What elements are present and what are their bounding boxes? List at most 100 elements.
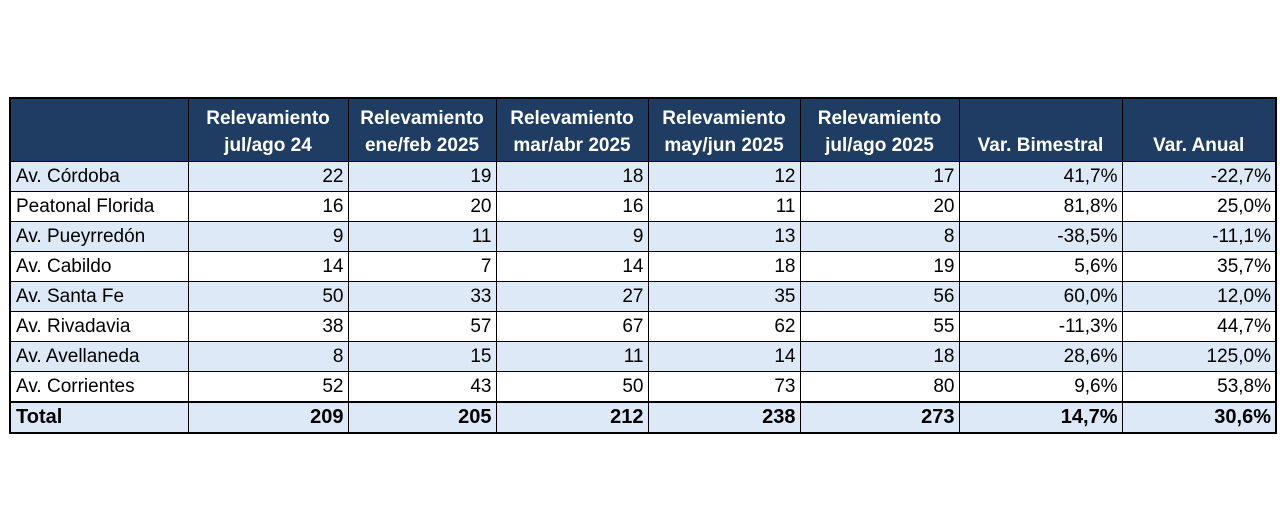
table-row: Av. Pueyrredón 9 11 9 13 8 -38,5% -11,1% — [10, 221, 1277, 252]
row-label: Av. Córdoba — [10, 161, 189, 192]
table-cell: 52 — [188, 371, 349, 403]
table-cell: 18 — [648, 251, 801, 282]
table-row: Av. Rivadavia 38 57 67 62 55 -11,3% 44,7… — [10, 311, 1277, 342]
header-line-2: mar/abr 2025 — [513, 135, 631, 156]
table-row: Peatonal Florida 16 20 16 11 20 81,8% 25… — [10, 191, 1277, 222]
table-cell: 8 — [800, 221, 960, 252]
table-row: Av. Cabildo 14 7 14 18 19 5,6% 35,7% — [10, 251, 1277, 282]
header-line-1: Relevamiento — [206, 108, 330, 129]
table-cell: 50 — [496, 371, 649, 403]
table-cell: -11,1% — [1122, 221, 1277, 252]
header-line-2: Var. Bimestral — [977, 135, 1104, 156]
header-line-2: Var. Anual — [1153, 135, 1245, 156]
header-cell-var-bimestral: Var. Bimestral — [959, 98, 1123, 162]
data-table-container: Relevamiento jul/ago 24 Relevamiento ene… — [9, 97, 1277, 434]
table-cell: 67 — [496, 311, 649, 342]
table-cell: 27 — [496, 281, 649, 312]
header-cell-ene-feb-2025: Relevamiento ene/feb 2025 — [348, 98, 497, 162]
table-cell: 38 — [188, 311, 349, 342]
header-line-2: ene/feb 2025 — [364, 135, 480, 156]
table-cell: 20 — [348, 191, 497, 222]
table-cell: 62 — [648, 311, 801, 342]
total-cell: 209 — [188, 401, 349, 434]
table-cell: 12 — [648, 161, 801, 192]
table-cell: 25,0% — [1122, 191, 1277, 222]
header-cell-jul-ago-2025: Relevamiento jul/ago 2025 — [800, 98, 960, 162]
table-cell: 80 — [800, 371, 960, 403]
table-cell: 55 — [800, 311, 960, 342]
total-cell: 205 — [348, 401, 497, 434]
table-cell: 56 — [800, 281, 960, 312]
table-cell: 12,0% — [1122, 281, 1277, 312]
table-cell: 17 — [800, 161, 960, 192]
header-cell-var-anual: Var. Anual — [1122, 98, 1277, 162]
table-cell: 9,6% — [959, 371, 1123, 403]
header-line-1: Relevamiento — [510, 108, 634, 129]
table-cell: 11 — [348, 221, 497, 252]
total-cell: 273 — [800, 401, 960, 434]
table-cell: 18 — [800, 341, 960, 372]
table-cell: 14 — [496, 251, 649, 282]
table-cell: 5,6% — [959, 251, 1123, 282]
row-label: Av. Avellaneda — [10, 341, 189, 372]
table-row: Av. Corrientes 52 43 50 73 80 9,6% 53,8% — [10, 371, 1277, 403]
table-cell: 35 — [648, 281, 801, 312]
table-cell: 16 — [496, 191, 649, 222]
header-line-1: Relevamiento — [360, 108, 484, 129]
table-cell: 44,7% — [1122, 311, 1277, 342]
table-cell: 18 — [496, 161, 649, 192]
table-cell: 50 — [188, 281, 349, 312]
table-cell: 19 — [348, 161, 497, 192]
table-cell: 11 — [648, 191, 801, 222]
table-cell: 14 — [648, 341, 801, 372]
table-cell: 60,0% — [959, 281, 1123, 312]
row-label: Peatonal Florida — [10, 191, 189, 222]
total-cell: 212 — [496, 401, 649, 434]
table-cell: 53,8% — [1122, 371, 1277, 403]
table-cell: 81,8% — [959, 191, 1123, 222]
row-label: Av. Corrientes — [10, 371, 189, 403]
header-row: Relevamiento jul/ago 24 Relevamiento ene… — [10, 98, 1277, 162]
table-cell: 14 — [188, 251, 349, 282]
total-label: Total — [10, 401, 189, 434]
table-cell: 22 — [188, 161, 349, 192]
row-label: Av. Rivadavia — [10, 311, 189, 342]
total-row: Total 209 205 212 238 273 14,7% 30,6% — [10, 401, 1277, 434]
table-cell: 11 — [496, 341, 649, 372]
table-cell: 9 — [188, 221, 349, 252]
table-cell: 16 — [188, 191, 349, 222]
table-cell: 125,0% — [1122, 341, 1277, 372]
table-cell: 8 — [188, 341, 349, 372]
header-cell-mar-abr-2025: Relevamiento mar/abr 2025 — [496, 98, 649, 162]
table-cell: 20 — [800, 191, 960, 222]
table-row: Av. Santa Fe 50 33 27 35 56 60,0% 12,0% — [10, 281, 1277, 312]
row-label: Av. Santa Fe — [10, 281, 189, 312]
table-cell: 19 — [800, 251, 960, 282]
table-cell: -22,7% — [1122, 161, 1277, 192]
table-cell: 28,6% — [959, 341, 1123, 372]
table-cell: 73 — [648, 371, 801, 403]
survey-table: Relevamiento jul/ago 24 Relevamiento ene… — [9, 97, 1277, 434]
table-cell: 43 — [348, 371, 497, 403]
table-cell: 9 — [496, 221, 649, 252]
table-cell: 57 — [348, 311, 497, 342]
table-row: Av. Avellaneda 8 15 11 14 18 28,6% 125,0… — [10, 341, 1277, 372]
table-cell: 35,7% — [1122, 251, 1277, 282]
table-cell: 33 — [348, 281, 497, 312]
table-cell: -11,3% — [959, 311, 1123, 342]
table-cell: 13 — [648, 221, 801, 252]
header-line-1: Relevamiento — [662, 108, 786, 129]
row-label: Av. Pueyrredón — [10, 221, 189, 252]
table-row: Av. Córdoba 22 19 18 12 17 41,7% -22,7% — [10, 161, 1277, 192]
table-cell: 15 — [348, 341, 497, 372]
table-cell: 41,7% — [959, 161, 1123, 192]
table-cell: -38,5% — [959, 221, 1123, 252]
header-cell-may-jun-2025: Relevamiento may/jun 2025 — [648, 98, 801, 162]
header-cell-jul-ago-24: Relevamiento jul/ago 24 — [188, 98, 349, 162]
header-line-2: may/jun 2025 — [664, 135, 784, 156]
header-line-2: jul/ago 2025 — [825, 135, 934, 156]
header-line-2: jul/ago 24 — [224, 135, 312, 156]
header-cell-street — [10, 98, 189, 162]
total-cell: 238 — [648, 401, 801, 434]
total-cell: 30,6% — [1122, 401, 1277, 434]
